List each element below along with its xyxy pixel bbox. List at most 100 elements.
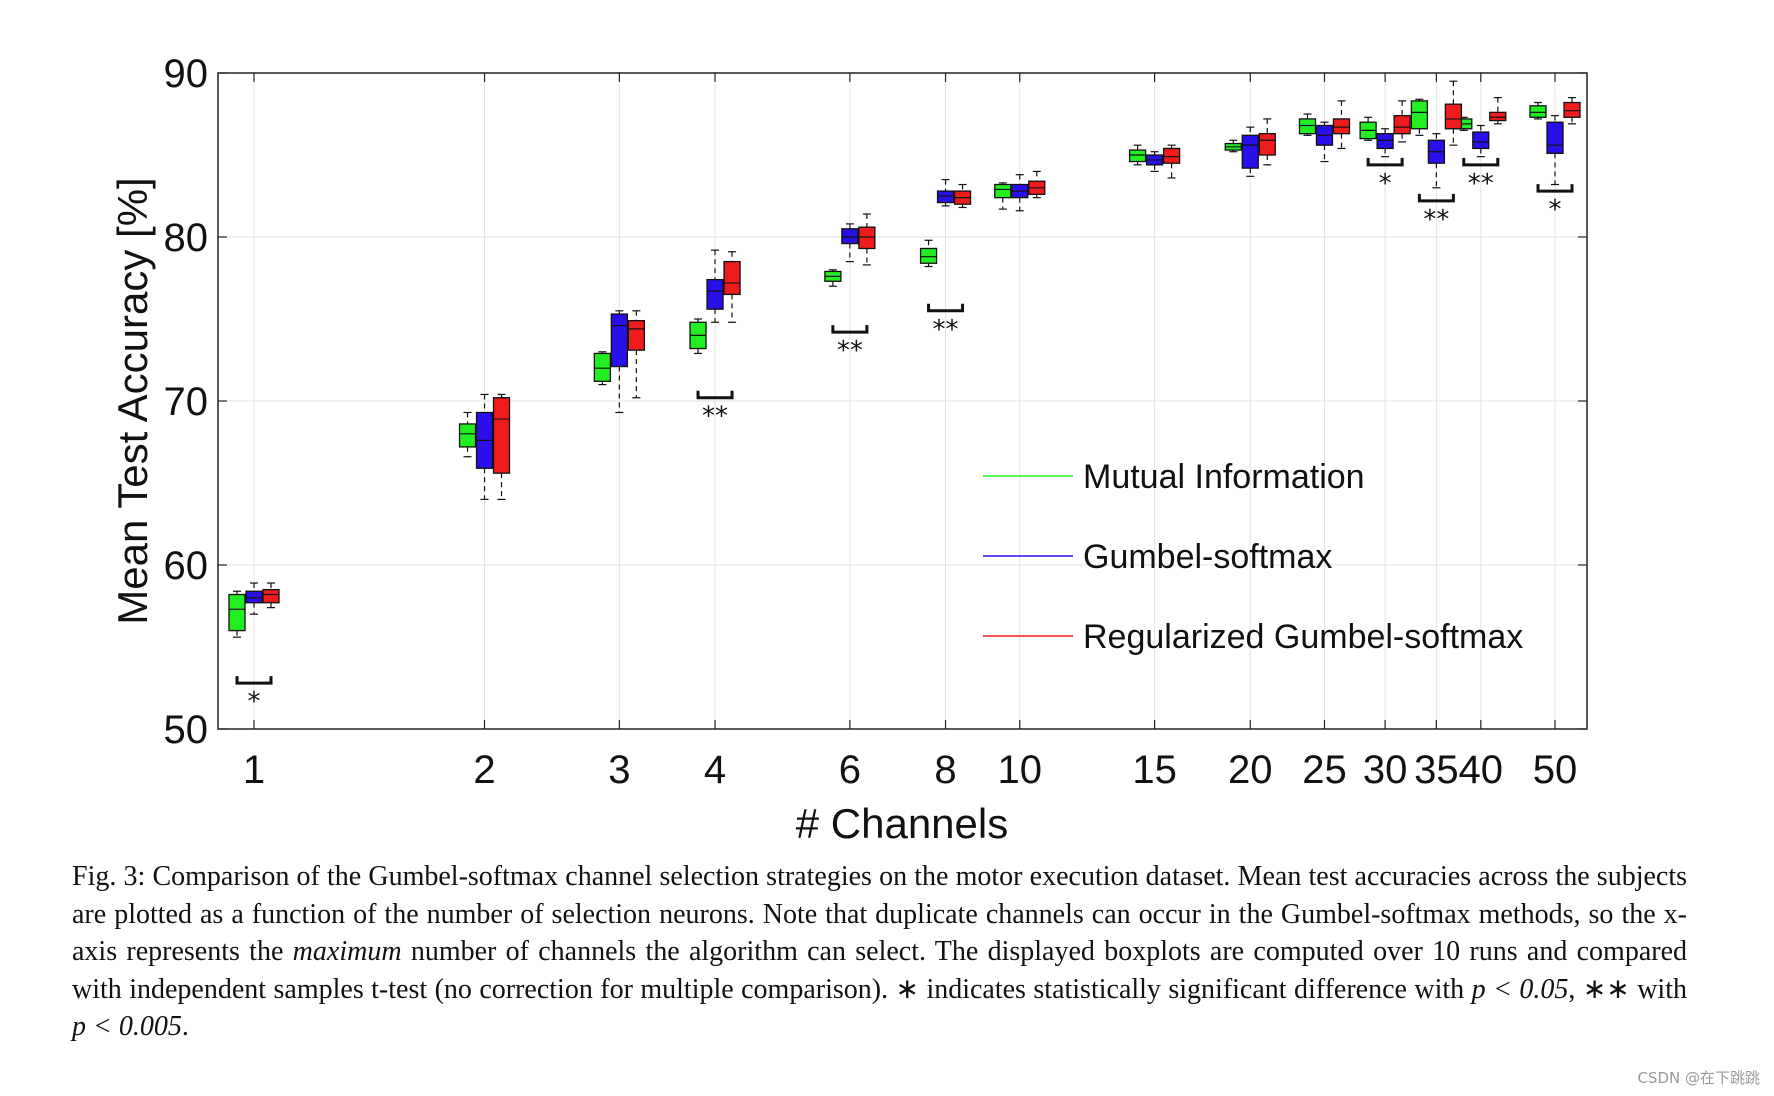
box-body <box>1241 134 1259 169</box>
significance-stars: ** <box>1423 205 1449 235</box>
box-body <box>492 397 511 474</box>
box-mutual-information-10 <box>994 182 1012 210</box>
box-body <box>1472 131 1490 150</box>
box-body <box>1258 133 1276 156</box>
box-gumbel-softmax-4 <box>706 249 724 323</box>
significance-8: ** <box>927 303 965 345</box>
box-regularized-gumbel-softmax-10 <box>1028 170 1046 199</box>
x-tick-label-35: 35 <box>1414 748 1459 792</box>
box-gumbel-softmax-6 <box>841 223 859 263</box>
box-body <box>1298 118 1317 135</box>
box-regularized-gumbel-softmax-8 <box>953 183 972 209</box>
box-body <box>1546 121 1564 155</box>
caption-text-4: . <box>181 1011 189 1042</box>
significance-bracket <box>1366 157 1404 167</box>
significance-30: * <box>1366 157 1404 199</box>
box-regularized-gumbel-softmax-1 <box>262 582 280 609</box>
box-regularized-gumbel-softmax-40 <box>1489 96 1507 125</box>
box-body <box>1128 149 1147 163</box>
box-gumbel-softmax-8 <box>936 179 955 207</box>
x-tick-label-40: 40 <box>1459 748 1504 792</box>
significance-stars: * <box>248 687 261 717</box>
box-body <box>228 593 246 632</box>
legend-label-regularized-gumbel-softmax: Regularized Gumbel-softmax <box>1083 618 1523 656</box>
x-tick-label-4: 4 <box>704 748 726 792</box>
box-body <box>627 319 646 351</box>
significance-50: * <box>1536 184 1574 225</box>
box-mutual-information-4 <box>689 318 707 355</box>
box-gumbel-softmax-35 <box>1427 133 1446 189</box>
y-tick-label: 90 <box>164 52 209 96</box>
significance-1: * <box>235 676 273 717</box>
x-tick-label-50: 50 <box>1533 748 1578 792</box>
box-body <box>458 423 477 448</box>
y-tick-label: 50 <box>164 708 209 752</box>
box-gumbel-softmax-50 <box>1546 115 1564 186</box>
box-body <box>723 260 741 296</box>
x-tick-label-15: 15 <box>1132 748 1177 792</box>
box-body <box>1563 101 1581 118</box>
box-mutual-information-1 <box>228 590 246 638</box>
box-gumbel-softmax-15 <box>1145 151 1164 172</box>
significance-bracket <box>1462 157 1500 167</box>
box-regularized-gumbel-softmax-30 <box>1393 100 1411 143</box>
y-tick-label: 80 <box>164 216 209 260</box>
box-mutual-information-20 <box>1224 139 1242 153</box>
y-tick-label: 70 <box>164 380 209 424</box>
box-body <box>1376 133 1394 150</box>
box-regularized-gumbel-softmax-15 <box>1162 144 1181 179</box>
significance-stars: ** <box>933 315 959 345</box>
box-gumbel-softmax-20 <box>1241 126 1259 177</box>
box-gumbel-softmax-10 <box>1011 174 1029 212</box>
box-regularized-gumbel-softmax-2 <box>492 393 511 500</box>
significance-35: ** <box>1417 193 1455 235</box>
figure-caption: Fig. 3: Comparison of the Gumbel-softmax… <box>72 858 1687 1046</box>
significance-4: ** <box>696 390 734 432</box>
box-gumbel-softmax-40 <box>1472 124 1490 158</box>
caption-math-2: p < 0.005 <box>72 1011 182 1042</box>
box-mutual-information-50 <box>1529 101 1547 120</box>
box-body <box>1410 100 1429 130</box>
box-body <box>610 313 629 368</box>
box-body <box>1444 103 1463 130</box>
axis-ticks: 50 60 70 80 90 1 2 3 4 6 8 10 15 20 25 30 35 40 50 <box>164 52 1587 792</box>
legend-label-gumbel-softmax: Gumbel-softmax <box>1083 538 1332 576</box>
legend-label-mutual-information: Mutual Information <box>1083 458 1365 496</box>
caption-math-1: p < 0.05 <box>1471 973 1569 1005</box>
legend: Mutual Information Gumbel-softmax Regulari… <box>983 458 1523 656</box>
box-body <box>1332 118 1351 135</box>
x-tick-label-1: 1 <box>243 748 265 792</box>
significance-stars: ** <box>702 402 728 432</box>
box-body <box>1529 105 1547 118</box>
box-body <box>936 190 955 204</box>
box-gumbel-softmax-3 <box>610 310 629 414</box>
box-body <box>1489 111 1507 122</box>
box-body <box>1162 147 1181 164</box>
box-regularized-gumbel-softmax-25 <box>1332 100 1351 150</box>
watermark: CSDN @在下跳跳 <box>1637 1069 1760 1087</box>
x-tick-label-8: 8 <box>934 748 956 792</box>
box-regularized-gumbel-softmax-35 <box>1444 80 1463 146</box>
box-mutual-information-8 <box>919 239 938 268</box>
box-mutual-information-35 <box>1410 98 1429 136</box>
box-regularized-gumbel-softmax-6 <box>858 213 876 266</box>
box-body <box>841 228 859 245</box>
x-tick-label-2: 2 <box>473 748 495 792</box>
significance-bracket <box>1536 184 1574 193</box>
box-gumbel-softmax-25 <box>1315 121 1334 163</box>
box-body <box>706 278 724 310</box>
box-mutual-information-2 <box>458 411 477 458</box>
x-tick-label-25: 25 <box>1302 748 1347 792</box>
x-axis-label: # Channels <box>796 800 1008 847</box>
caption-text-2: number of channels the algorithm can sel… <box>72 936 1687 1005</box>
significance-bracket <box>1417 193 1455 203</box>
significance-bracket <box>696 390 734 400</box>
significance-bracket <box>927 303 965 313</box>
x-tick-label-20: 20 <box>1228 748 1273 792</box>
plot-area: ************* <box>228 80 1581 717</box>
box-gumbel-softmax-2 <box>475 393 494 500</box>
box-mutual-information-6 <box>824 269 842 287</box>
significance-40: ** <box>1462 157 1500 199</box>
box-mutual-information-15 <box>1128 144 1147 166</box>
